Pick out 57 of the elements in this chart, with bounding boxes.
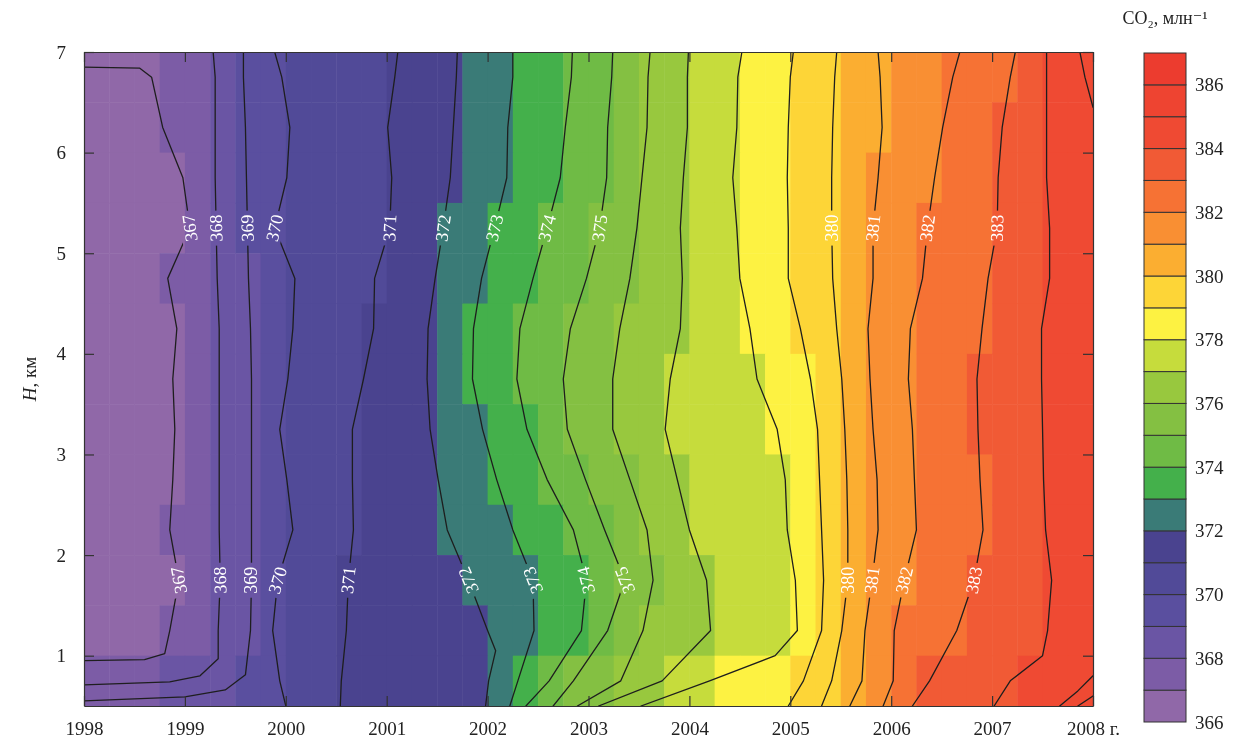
x-tick-label: 1998 <box>65 718 104 740</box>
x-tick-label: 2001 <box>368 718 407 740</box>
color-bar-label: 376 <box>1195 393 1224 415</box>
x-tick-label: 2000 <box>267 718 306 740</box>
data-label: 380 <box>821 214 842 242</box>
data-label: 371 <box>379 214 401 242</box>
x-tick-label: 2008 г. <box>1066 718 1121 740</box>
data-label: 370 <box>261 212 288 244</box>
data-label: 382 <box>915 213 940 243</box>
y-tick-label: 5 <box>56 242 66 264</box>
data-label: 367 <box>166 565 192 596</box>
data-label: 373 <box>481 212 508 244</box>
color-bar-label: 382 <box>1195 201 1224 223</box>
data-label: 381 <box>861 213 885 243</box>
x-tick-label: 2005 <box>771 718 810 740</box>
x-tick-label: 2004 <box>670 718 710 740</box>
data-label: 374 <box>572 564 600 596</box>
data-label: 381 <box>860 565 884 595</box>
x-tick-label: 1999 <box>166 718 205 740</box>
x-tick-label: 2007 <box>973 718 1012 740</box>
y-tick-label: 1 <box>56 645 66 667</box>
color-bar-label: 366 <box>1195 711 1224 733</box>
data-label: 370 <box>264 564 292 597</box>
data-label: 383 <box>986 214 1008 242</box>
data-label: 368 <box>205 214 227 242</box>
color-bar-label: 374 <box>1195 456 1224 478</box>
color-bar-label: 384 <box>1195 138 1224 160</box>
data-label: 382 <box>891 564 918 596</box>
data-label: 380 <box>837 566 858 594</box>
data-label: 372 <box>431 213 455 243</box>
data-label: 367 <box>178 213 202 243</box>
y-tick-label: 6 <box>56 142 66 164</box>
x-tick-label: 2003 <box>570 718 608 740</box>
data-label: 373 <box>518 563 548 597</box>
color-bar-label: 386 <box>1195 74 1224 96</box>
y-tick-label: 7 <box>56 41 66 63</box>
data-label: 375 <box>610 563 640 597</box>
data-label: 371 <box>337 565 360 595</box>
x-tick-label: 2002 <box>469 718 508 740</box>
color-bar-label: 378 <box>1195 329 1224 351</box>
y-tick-label: 3 <box>56 444 66 466</box>
color-bar-label: 370 <box>1195 584 1224 606</box>
color-bar-label: 380 <box>1195 265 1224 287</box>
color-bar-label: 372 <box>1195 520 1224 542</box>
data-label: 368 <box>209 566 231 594</box>
data-label: 383 <box>961 565 987 596</box>
y-axis-title: H, км <box>19 356 40 403</box>
y-tick-label: 2 <box>56 544 66 566</box>
color-bar-label: 368 <box>1195 647 1224 669</box>
x-tick-label: 2006 <box>872 718 911 740</box>
data-label: 369 <box>241 566 262 594</box>
data-label: 372 <box>453 563 483 597</box>
data-label: 369 <box>237 214 258 242</box>
y-tick-label: 4 <box>56 343 67 365</box>
data-label: 375 <box>587 213 612 243</box>
color-bar-title: CO₂, млн⁻¹ <box>1122 8 1208 28</box>
data-label: 374 <box>534 212 561 244</box>
